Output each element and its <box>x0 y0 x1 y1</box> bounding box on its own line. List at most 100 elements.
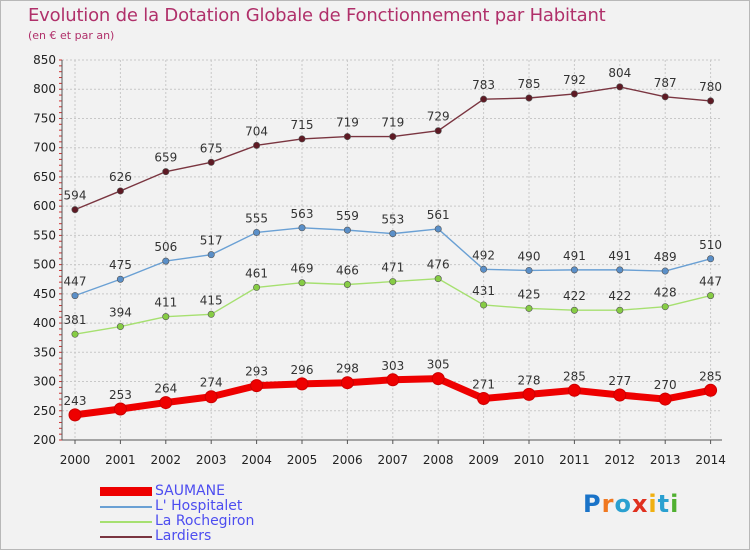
data-label: 626 <box>109 170 132 184</box>
data-point <box>71 292 79 300</box>
data-point <box>68 408 82 422</box>
x-tick-label: 2009 <box>468 453 499 467</box>
data-label: 719 <box>381 116 404 130</box>
data-point <box>162 313 170 321</box>
data-point <box>162 257 170 265</box>
data-label: 466 <box>336 263 359 277</box>
y-tick-label: 550 <box>33 228 56 242</box>
data-point <box>704 383 718 397</box>
data-label: 303 <box>381 359 404 373</box>
data-label: 447 <box>699 275 722 289</box>
data-point <box>525 94 533 102</box>
legend-label: SAUMANE <box>155 483 225 499</box>
data-label: 428 <box>654 286 677 300</box>
data-point <box>707 292 715 300</box>
data-label: 270 <box>654 378 677 392</box>
data-point <box>71 206 79 214</box>
data-label: 381 <box>64 313 87 327</box>
data-point <box>295 377 309 391</box>
legend-label: La Rochegiron <box>155 513 255 529</box>
x-tick-label: 2010 <box>514 453 545 467</box>
data-point <box>253 141 261 149</box>
data-label: 715 <box>291 118 314 132</box>
data-label: 296 <box>291 363 314 377</box>
data-point <box>343 133 351 141</box>
data-label: 285 <box>699 369 722 383</box>
data-point <box>567 383 581 397</box>
data-point <box>661 93 669 101</box>
y-tick-label: 500 <box>33 258 56 272</box>
logo-letter: i <box>670 490 680 518</box>
data-point <box>162 168 170 176</box>
data-point <box>389 230 397 238</box>
logo-letter: r <box>601 490 615 518</box>
data-point <box>343 280 351 288</box>
data-label: 277 <box>608 374 631 388</box>
data-point <box>386 373 400 387</box>
x-tick-label: 2004 <box>241 453 272 467</box>
chart-title: Evolution de la Dotation Globale de Fonc… <box>28 5 606 26</box>
x-tick-label: 2000 <box>60 453 91 467</box>
data-point <box>570 306 578 314</box>
data-point <box>525 266 533 274</box>
data-point <box>480 301 488 309</box>
data-label: 243 <box>64 394 87 408</box>
data-label: 285 <box>563 369 586 383</box>
data-label: 476 <box>427 258 450 272</box>
legend-label: L' Hospitalet <box>155 498 243 514</box>
data-point <box>477 391 491 405</box>
y-tick-label: 250 <box>33 404 56 418</box>
data-point <box>340 376 354 390</box>
data-point <box>434 225 442 233</box>
y-tick-label: 200 <box>33 433 56 447</box>
data-point <box>434 127 442 135</box>
data-label: 555 <box>245 211 268 225</box>
data-point <box>207 251 215 259</box>
data-label: 298 <box>336 362 359 376</box>
data-label: 447 <box>64 275 87 289</box>
data-label: 506 <box>154 240 177 254</box>
data-label: 675 <box>200 141 223 155</box>
data-label: 785 <box>518 77 541 91</box>
data-label: 415 <box>200 293 223 307</box>
logo-letter: x <box>631 490 649 518</box>
data-label: 271 <box>472 377 495 391</box>
x-tick-label: 2006 <box>332 453 363 467</box>
data-label: 491 <box>563 249 586 263</box>
data-point <box>525 304 533 312</box>
x-tick-label: 2013 <box>650 453 681 467</box>
chart-subtitle: (en € et par an) <box>28 29 115 42</box>
y-tick-label: 700 <box>33 141 56 155</box>
data-label: 422 <box>563 289 586 303</box>
logo-letter: t <box>657 490 671 518</box>
data-point <box>298 224 306 232</box>
legend-swatch <box>100 521 152 523</box>
x-tick-label: 2005 <box>287 453 318 467</box>
logo-letter: i <box>648 490 658 518</box>
x-tick-label: 2012 <box>605 453 636 467</box>
data-point <box>480 95 488 103</box>
data-label: 305 <box>427 358 450 372</box>
data-label: 704 <box>245 124 268 138</box>
legend-label: Lardiers <box>155 528 212 544</box>
data-label: 719 <box>336 116 359 130</box>
data-point <box>522 387 536 401</box>
data-label: 264 <box>154 382 177 396</box>
data-label: 293 <box>245 365 268 379</box>
data-point <box>616 83 624 91</box>
logo-letter: o <box>614 490 632 518</box>
data-label: 411 <box>154 296 177 310</box>
legend-swatch <box>100 536 152 538</box>
data-point <box>207 158 215 166</box>
data-label: 510 <box>699 238 722 252</box>
data-point <box>207 310 215 318</box>
y-tick-label: 850 <box>33 53 56 67</box>
data-point <box>116 187 124 195</box>
legend-swatch <box>100 506 152 508</box>
x-tick-label: 2008 <box>423 453 454 467</box>
data-point <box>71 330 79 338</box>
data-label: 729 <box>427 110 450 124</box>
data-point <box>480 265 488 273</box>
y-tick-label: 300 <box>33 375 56 389</box>
data-label: 517 <box>200 234 223 248</box>
